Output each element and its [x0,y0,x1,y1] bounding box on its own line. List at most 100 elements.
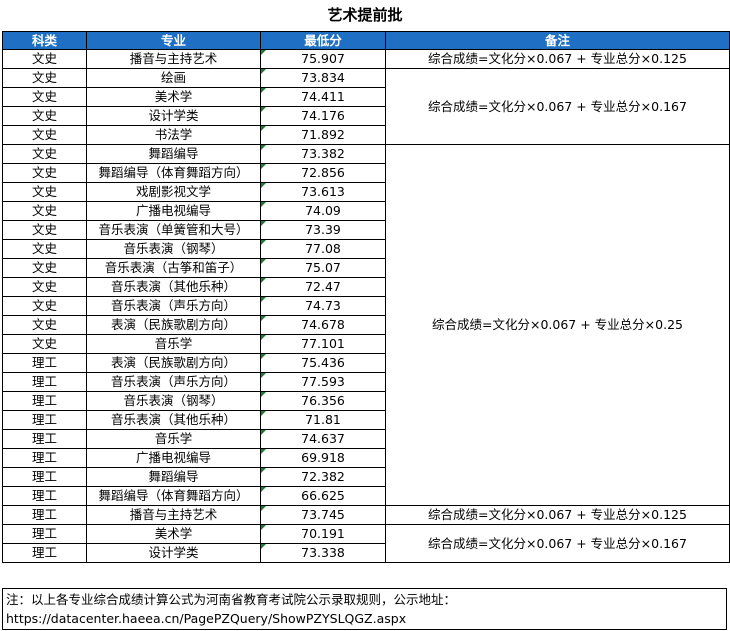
admission-table: 科类 专业 最低分 备注 文史 播音与主持艺术 75.907 综合成绩=文化分×0.0… [2,31,730,563]
table-row: 文史 音乐表演（古筝和笛子） 75.07 [2,258,730,278]
table-row: 文史 绘画 73.834 综合成绩=文化分×0.067 + 专业总分×0.167 [2,68,730,145]
header-notes: 备注 [385,31,730,50]
category-cell: 文史 [2,315,87,335]
score-cell: 74.09 [260,201,386,221]
score-cell: 75.907 [260,49,386,69]
score-cell: 66.625 [260,486,386,506]
table-header-row: 科类 专业 最低分 备注 [2,31,730,50]
major-cell: 音乐表演（单簧管和大号） [86,220,261,240]
category-cell: 理工 [2,467,87,487]
score-cell: 74.678 [260,315,386,335]
table-row: 文史 舞蹈编导（体育舞蹈方向） 72.856 [2,163,730,183]
major-cell: 设计学类 [86,106,261,126]
major-cell: 设计学类 [86,543,261,563]
category-cell: 理工 [2,391,87,411]
score-cell: 75.07 [260,258,386,278]
score-cell: 73.39 [260,220,386,240]
category-cell: 文史 [2,258,87,278]
major-cell: 美术学 [86,87,261,107]
table-row: 理工 美术学 70.191 综合成绩=文化分×0.067 + 专业总分×0.167 [2,524,730,563]
table-row: 理工 音乐表演（其他乐种） 71.81 [2,410,730,430]
category-cell: 理工 [2,353,87,373]
category-cell: 文史 [2,220,87,240]
table-row: 文史 音乐表演（钢琴） 77.08 [2,239,730,259]
score-cell: 73.382 [260,144,386,164]
major-cell: 广播电视编导 [86,201,261,221]
category-cell: 文史 [2,182,87,202]
major-cell: 美术学 [86,524,261,544]
category-cell: 文史 [2,125,87,145]
category-cell: 文史 [2,106,87,126]
table-row: 文史 播音与主持艺术 75.907 综合成绩=文化分×0.067 + 专业总分×0.1… [2,49,730,69]
major-cell: 书法学 [86,125,261,145]
score-cell: 73.613 [260,182,386,202]
score-cell: 73.745 [260,505,386,525]
footnote-text: 注：以上各专业综合成绩计算公式为河南省教育考试院公示录取规则，公示地址： [6,592,457,607]
score-cell: 77.593 [260,372,386,392]
score-cell: 76.356 [260,391,386,411]
score-cell: 74.176 [260,106,386,126]
score-cell: 74.411 [260,87,386,107]
major-cell: 广播电视编导 [86,448,261,468]
major-cell: 音乐表演（声乐方向） [86,372,261,392]
score-cell: 71.892 [260,125,386,145]
header-major: 专业 [86,31,261,50]
major-cell: 表演（民族歌剧方向） [86,353,261,373]
table-row: 文史 舞蹈编导 73.382 综合成绩=文化分×0.067 + 专业总分×0.25 [2,144,730,506]
major-cell: 音乐表演（其他乐种） [86,277,261,297]
footnote: 注：以上各专业综合成绩计算公式为河南省教育考试院公示录取规则，公示地址： htt… [2,588,727,630]
score-cell: 70.191 [260,524,386,544]
score-cell: 75.436 [260,353,386,373]
note-cell: 综合成绩=文化分×0.067 + 专业总分×0.125 [385,505,730,525]
major-cell: 音乐学 [86,429,261,449]
note-cell: 综合成绩=文化分×0.067 + 专业总分×0.167 [385,524,730,563]
category-cell: 理工 [2,486,87,506]
major-cell: 舞蹈编导 [86,467,261,487]
major-cell: 音乐表演（声乐方向） [86,296,261,316]
header-min-score: 最低分 [260,31,386,50]
category-cell: 文史 [2,201,87,221]
table-row: 理工 舞蹈编导 72.382 [2,467,730,487]
page-title: 艺术提前批 [327,6,403,24]
footnote-url: https://datacenter.haeea.cn/PagePZQuery/… [6,611,407,626]
table-row: 理工 表演（民族歌剧方向） 75.436 [2,353,730,373]
category-cell: 文史 [2,239,87,259]
table-row: 理工 音乐表演（声乐方向） 77.593 [2,372,730,392]
score-cell: 72.382 [260,467,386,487]
category-cell: 理工 [2,429,87,449]
category-cell: 理工 [2,448,87,468]
category-cell: 理工 [2,543,87,563]
table-row: 理工 设计学类 73.338 [2,543,730,563]
category-cell: 文史 [2,144,87,164]
major-cell: 绘画 [86,68,261,88]
category-cell: 文史 [2,87,87,107]
table-row: 文史 广播电视编导 74.09 [2,201,730,221]
table-row: 理工 广播电视编导 69.918 [2,448,730,468]
header-category: 科类 [2,31,87,50]
major-cell: 音乐表演（钢琴） [86,391,261,411]
category-cell: 理工 [2,505,87,525]
score-cell: 74.73 [260,296,386,316]
score-cell: 73.338 [260,543,386,563]
table-row: 文史 戏剧影视文学 73.613 [2,182,730,202]
major-cell: 播音与主持艺术 [86,49,261,69]
category-cell: 文史 [2,49,87,69]
major-cell: 音乐学 [86,334,261,354]
category-cell: 理工 [2,524,87,544]
score-cell: 72.856 [260,163,386,183]
major-cell: 音乐表演（钢琴） [86,239,261,259]
note-cell: 综合成绩=文化分×0.067 + 专业总分×0.125 [385,49,730,69]
major-cell: 音乐表演（其他乐种） [86,410,261,430]
major-cell: 表演（民族歌剧方向） [86,315,261,335]
table-row: 文史 音乐表演（声乐方向） 74.73 [2,296,730,316]
major-cell: 舞蹈编导（体育舞蹈方向） [86,486,261,506]
category-cell: 理工 [2,372,87,392]
score-cell: 77.101 [260,334,386,354]
major-cell: 音乐表演（古筝和笛子） [86,258,261,278]
category-cell: 文史 [2,296,87,316]
note-cell: 综合成绩=文化分×0.067 + 专业总分×0.167 [385,68,730,145]
category-cell: 文史 [2,334,87,354]
score-cell: 71.81 [260,410,386,430]
category-cell: 文史 [2,163,87,183]
score-cell: 74.637 [260,429,386,449]
